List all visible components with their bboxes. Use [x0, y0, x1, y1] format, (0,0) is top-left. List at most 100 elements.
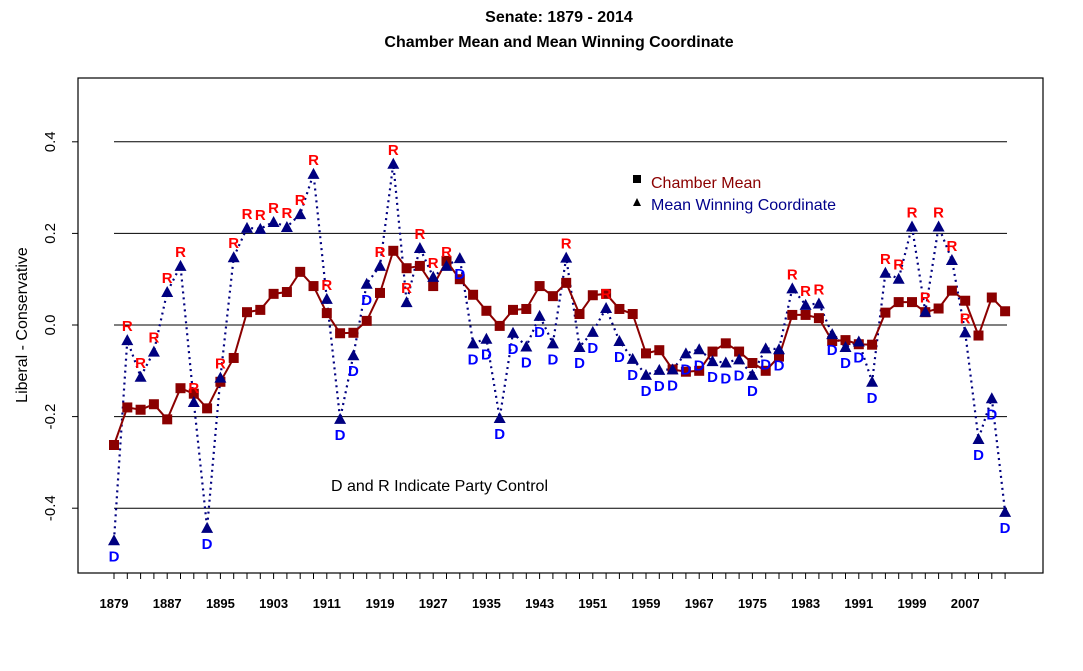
mwc-point	[666, 363, 679, 375]
chamber-mean-point	[574, 309, 585, 320]
party-label-r: R	[375, 244, 386, 261]
party-label-r: R	[122, 318, 133, 335]
party-label-r: R	[960, 310, 971, 327]
chamber-mean-point	[547, 291, 558, 302]
chamber-mean-point	[813, 313, 824, 324]
party-label-d: D	[494, 426, 505, 443]
mwc-point	[427, 270, 440, 282]
chamber-mean-point	[295, 266, 306, 277]
mwc-point	[932, 220, 945, 232]
chamber-mean-point	[375, 287, 385, 298]
mwc-point	[773, 343, 785, 355]
party-label-d: D	[747, 383, 758, 400]
mwc-point	[839, 340, 852, 352]
mwc-point	[799, 298, 812, 310]
party-label-d: D	[521, 355, 532, 372]
chamber-mean-point	[587, 290, 598, 301]
x-tick-label: 1975	[738, 596, 767, 611]
party-label-r: R	[135, 355, 146, 372]
party-label-r: R	[933, 205, 944, 222]
chamber-mean-point	[321, 308, 332, 319]
mwc-point	[294, 208, 307, 220]
legend-entry-chamber-mean: Chamber Mean	[651, 175, 761, 192]
party-label-d: D	[1000, 520, 1011, 537]
x-tick-label: 1959	[632, 596, 661, 611]
party-label-d: D	[202, 536, 213, 553]
mwc-point	[241, 221, 253, 233]
mwc-point	[480, 332, 493, 344]
party-label-d: D	[109, 548, 120, 565]
party-label-r: R	[388, 142, 399, 159]
chamber-mean-point	[867, 339, 878, 350]
party-label-r: R	[920, 290, 931, 307]
mwc-point	[733, 353, 746, 365]
mwc-point	[334, 412, 347, 424]
mwc-point	[533, 309, 546, 321]
party-label-d: D	[614, 349, 625, 366]
x-tick-label: 1895	[206, 596, 235, 611]
mwc-point	[307, 167, 320, 179]
party-label-r: R	[441, 244, 452, 261]
x-tick-label: 2007	[951, 596, 980, 611]
chamber-mean-point	[641, 348, 651, 359]
x-tick-label: 1903	[259, 596, 288, 611]
party-label-d: D	[468, 351, 479, 368]
party-label-r: R	[242, 206, 253, 223]
party-label-d: D	[534, 324, 545, 341]
x-tick-label: 1991	[844, 596, 873, 611]
mwc-point	[600, 302, 613, 314]
mwc-point	[746, 368, 759, 380]
mwc-point	[706, 355, 719, 367]
party-label-d: D	[574, 355, 585, 372]
mwc-series-line	[112, 163, 1007, 541]
chamber-mean-point	[109, 439, 119, 450]
chamber-mean-point	[202, 403, 213, 414]
mwc-point	[520, 340, 533, 352]
mwc-point	[254, 222, 267, 234]
party-label-r: R	[228, 235, 239, 252]
chamber-mean-point	[827, 336, 838, 347]
party-label-r: R	[787, 266, 798, 283]
party-label-d: D	[774, 357, 785, 374]
party-label-r: R	[561, 236, 572, 253]
chamber-mean-point	[986, 292, 997, 303]
mwc-point	[227, 251, 240, 263]
party-label-d: D	[853, 349, 864, 366]
chart-subtitle: Chamber Mean and Mean Winning Coordinate	[384, 34, 733, 51]
party-label-r: R	[414, 226, 425, 243]
mwc-point	[919, 305, 932, 317]
x-tick-label: 1999	[898, 596, 927, 611]
party-label-r: R	[175, 244, 186, 261]
mwc-point	[546, 337, 559, 349]
chamber-mean-point	[561, 277, 572, 288]
chamber-mean-point	[973, 330, 984, 341]
party-label-d: D	[986, 406, 997, 423]
mwc-point	[134, 370, 147, 382]
chamber-mean-point	[654, 345, 665, 356]
mwc-point	[679, 347, 692, 359]
mwc-point	[812, 297, 825, 309]
party-label-r: R	[148, 330, 159, 347]
mwc-point	[573, 340, 586, 352]
chamber-mean-point	[388, 245, 399, 256]
chamber-mean-point	[135, 404, 146, 415]
mwc-point	[879, 266, 892, 278]
legend-triangle-icon	[633, 198, 641, 206]
gridlines	[114, 141, 1007, 509]
mwc-point	[201, 521, 214, 533]
x-tick-label: 1919	[366, 596, 395, 611]
y-tick-label: 0.4	[42, 131, 59, 152]
party-label-d: D	[627, 367, 638, 384]
mwc-point	[640, 368, 652, 380]
mwc-point	[586, 325, 599, 337]
chamber-mean-point	[454, 274, 465, 285]
party-label-r: R	[601, 286, 612, 303]
mwc-point	[693, 343, 706, 355]
party-label-r: R	[255, 207, 266, 224]
party-label-d: D	[508, 341, 519, 358]
party-label-r: R	[946, 238, 957, 255]
x-tick-label: 1935	[472, 596, 501, 611]
mwc-point	[467, 337, 480, 349]
chamber-mean-point	[946, 285, 957, 296]
